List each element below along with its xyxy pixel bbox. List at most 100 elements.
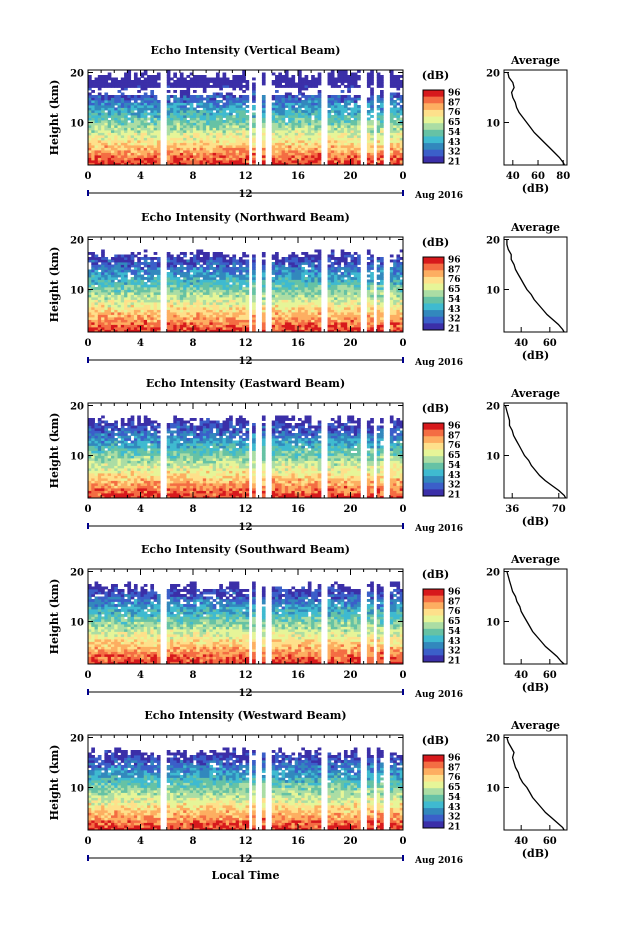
heatmap-cell bbox=[350, 82, 355, 86]
heatmap-cell bbox=[232, 272, 237, 275]
heatmap-cell bbox=[166, 115, 171, 118]
heatmap-cell bbox=[219, 147, 223, 151]
heatmap-cell bbox=[101, 299, 105, 303]
heatmap-cell bbox=[347, 284, 351, 288]
heatmap-cell bbox=[202, 252, 207, 255]
heatmap-cell bbox=[130, 150, 135, 153]
heatmap-cell bbox=[252, 314, 256, 318]
heatmap-cell bbox=[284, 137, 289, 141]
heatmap-cell bbox=[271, 80, 276, 83]
heatmap-cell bbox=[133, 85, 138, 88]
heatmap-cell bbox=[183, 162, 187, 166]
heatmap-cell bbox=[156, 274, 161, 278]
heatmap-cell bbox=[317, 272, 322, 275]
heatmap-cell bbox=[183, 122, 187, 126]
heatmap-cell bbox=[196, 77, 200, 81]
heatmap-cell bbox=[88, 125, 92, 128]
heatmap-cell bbox=[337, 324, 342, 328]
heatmap-cell bbox=[353, 299, 358, 303]
heatmap-cell bbox=[156, 122, 161, 126]
heatmap-cell bbox=[353, 97, 358, 101]
heatmap-cell bbox=[229, 327, 233, 330]
heatmap-cell bbox=[389, 112, 394, 116]
heatmap-cell bbox=[314, 120, 319, 123]
heatmap-cell bbox=[222, 324, 227, 328]
heatmap-cell bbox=[225, 294, 230, 298]
heatmap-cell bbox=[127, 107, 132, 111]
heatmap-cell bbox=[212, 82, 217, 86]
heatmap-cell bbox=[271, 272, 276, 275]
heatmap-cell bbox=[133, 105, 138, 108]
heatmap-cell bbox=[281, 294, 286, 298]
heatmap-cell bbox=[209, 282, 214, 285]
heatmap-cell bbox=[153, 122, 158, 126]
heatmap-cell bbox=[301, 100, 305, 103]
heatmap-cell bbox=[179, 127, 184, 131]
heatmap-cell bbox=[235, 105, 240, 108]
heatmap-cell bbox=[242, 117, 246, 121]
heatmap-cell bbox=[330, 264, 335, 268]
heatmap-cell bbox=[294, 322, 299, 325]
heatmap-cell bbox=[307, 100, 312, 103]
heatmap-cell bbox=[314, 110, 319, 113]
heatmap-cell bbox=[120, 279, 125, 283]
heatmap-cell bbox=[314, 299, 319, 303]
heatmap-cell bbox=[366, 142, 371, 146]
heatmap-cell bbox=[225, 117, 230, 121]
heatmap-cell bbox=[330, 297, 335, 300]
heatmap-cell bbox=[186, 262, 191, 265]
heatmap-cell bbox=[307, 80, 312, 83]
heatmap-cell bbox=[179, 272, 184, 275]
heatmap-cell bbox=[245, 324, 250, 328]
heatmap-cell bbox=[347, 274, 351, 278]
heatmap-cell bbox=[215, 282, 220, 285]
heatmap-cell bbox=[156, 304, 161, 308]
heatmap-cell bbox=[314, 105, 319, 108]
heatmap-cell bbox=[137, 264, 141, 268]
heatmap-cell bbox=[133, 162, 138, 166]
heatmap-cell bbox=[143, 150, 148, 153]
heatmap-cell bbox=[275, 155, 279, 158]
heatmap-cell bbox=[340, 289, 345, 293]
heatmap-cell bbox=[343, 319, 348, 323]
heatmap-cell bbox=[288, 152, 292, 156]
heatmap-cell bbox=[166, 72, 171, 76]
heatmap-cell bbox=[340, 287, 345, 290]
heatmap-cell bbox=[232, 130, 237, 133]
heatmap-cell bbox=[350, 312, 355, 315]
heatmap-cell bbox=[209, 112, 214, 116]
heatmap-cell bbox=[271, 304, 276, 308]
heatmap-cell bbox=[176, 302, 181, 305]
heatmap-cell bbox=[304, 105, 309, 108]
heatmap-cell bbox=[104, 97, 109, 101]
heatmap-cell bbox=[117, 105, 122, 108]
heatmap-cell bbox=[94, 157, 99, 161]
heatmap-cell bbox=[212, 77, 217, 81]
heatmap-cell bbox=[114, 145, 118, 148]
heatmap-cell bbox=[183, 284, 187, 288]
heatmap-cell bbox=[393, 105, 397, 108]
heatmap-cell bbox=[311, 145, 315, 148]
heatmap-cell bbox=[110, 274, 115, 278]
heatmap-cell bbox=[193, 135, 197, 138]
heatmap-cell bbox=[242, 304, 246, 308]
heatmap-cell bbox=[252, 259, 256, 263]
heatmap-cell bbox=[140, 117, 145, 121]
heatmap-cell bbox=[291, 120, 296, 123]
heatmap-cell bbox=[347, 299, 351, 303]
heatmap-cell bbox=[229, 312, 233, 315]
heatmap-cell bbox=[278, 297, 282, 300]
heatmap-cell bbox=[140, 115, 145, 118]
heatmap-cell bbox=[173, 309, 177, 313]
heatmap-cell bbox=[350, 324, 355, 328]
heatmap-cell bbox=[130, 262, 135, 265]
heatmap-cell bbox=[153, 140, 158, 143]
heatmap-cell bbox=[307, 132, 312, 136]
heatmap-cell bbox=[229, 130, 233, 133]
heatmap-cell bbox=[307, 95, 312, 98]
heatmap-cell bbox=[353, 274, 358, 278]
heatmap-cell bbox=[334, 324, 338, 328]
heatmap-cell bbox=[117, 117, 122, 121]
heatmap-cell bbox=[209, 284, 214, 288]
heatmap-cell bbox=[110, 329, 115, 333]
